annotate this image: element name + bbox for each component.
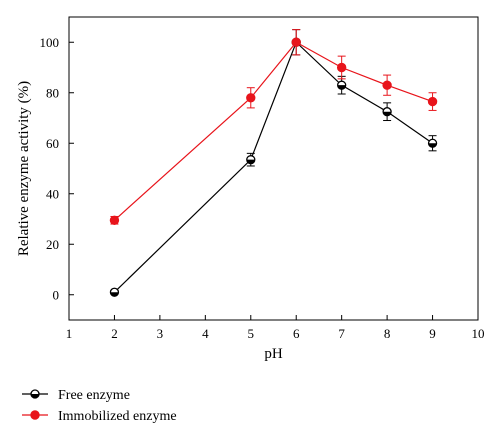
x-tick-label: 8: [384, 326, 391, 341]
x-tick-label: 1: [66, 326, 73, 341]
x-tick-label: 3: [157, 326, 164, 341]
data-point-free-enzyme-fill: [383, 111, 392, 116]
y-axis-label: Relative enzyme activity (%): [16, 81, 32, 256]
error-bars: [110, 29, 437, 225]
legend-marker-free-enzyme: [30, 389, 40, 399]
y-tick-label: 20: [46, 237, 59, 252]
series-line-immobilized-enzyme: [114, 41, 433, 221]
data-point-immobilized-enzyme: [336, 62, 347, 73]
series-line-free-enzyme: [114, 41, 433, 293]
data-point-immobilized-enzyme: [246, 93, 256, 103]
data-point-free-enzyme-fill: [246, 159, 255, 164]
x-tick-label: 2: [111, 326, 118, 341]
legend-point-immobilized-enzyme: [30, 410, 40, 420]
data-point-free-enzyme-fill: [428, 143, 437, 148]
x-tick-label: 7: [338, 326, 345, 341]
y-tick-label: 100: [40, 35, 60, 50]
data-point-free-enzyme-fill: [110, 292, 119, 297]
x-tick-label: 10: [472, 326, 485, 341]
legend-marker-immobilized-enzyme: [30, 410, 40, 420]
y-tick-label: 40: [46, 186, 59, 201]
x-tick-label: 9: [429, 326, 436, 341]
y-tick-label: 0: [53, 287, 60, 302]
legend-item-immobilized-enzyme: Immobilized enzyme: [22, 409, 177, 424]
legend-point-free-enzyme-fill: [31, 394, 39, 398]
data-point-immobilized-enzyme: [427, 96, 438, 107]
x-axis-ticks: 1 2 3 4 5 6 7 8 9 10: [66, 315, 485, 341]
x-axis-label: pH: [264, 346, 283, 362]
y-tick-label: 80: [46, 85, 59, 100]
data-point-immobilized-enzyme: [382, 80, 392, 90]
legend: Free enzyme Immobilized enzyme: [22, 388, 177, 424]
x-tick-label: 6: [293, 326, 300, 341]
x-tick-label: 4: [202, 326, 209, 341]
legend-label-free-enzyme: Free enzyme: [58, 388, 130, 403]
legend-label-immobilized-enzyme: Immobilized enzyme: [58, 409, 177, 424]
data-point-free-enzyme-fill: [337, 85, 346, 90]
series-points: [109, 37, 438, 297]
data-point-immobilized-enzyme: [291, 37, 301, 47]
legend-item-free-enzyme: Free enzyme: [22, 388, 130, 403]
x-tick-label: 5: [248, 326, 255, 341]
plot-frame: [68, 16, 479, 321]
data-point-immobilized-enzyme: [109, 215, 120, 225]
series-lines: [114, 41, 433, 293]
y-axis-ticks: 0 20 40 60 80 100: [40, 35, 74, 302]
y-tick-label: 60: [46, 136, 59, 151]
